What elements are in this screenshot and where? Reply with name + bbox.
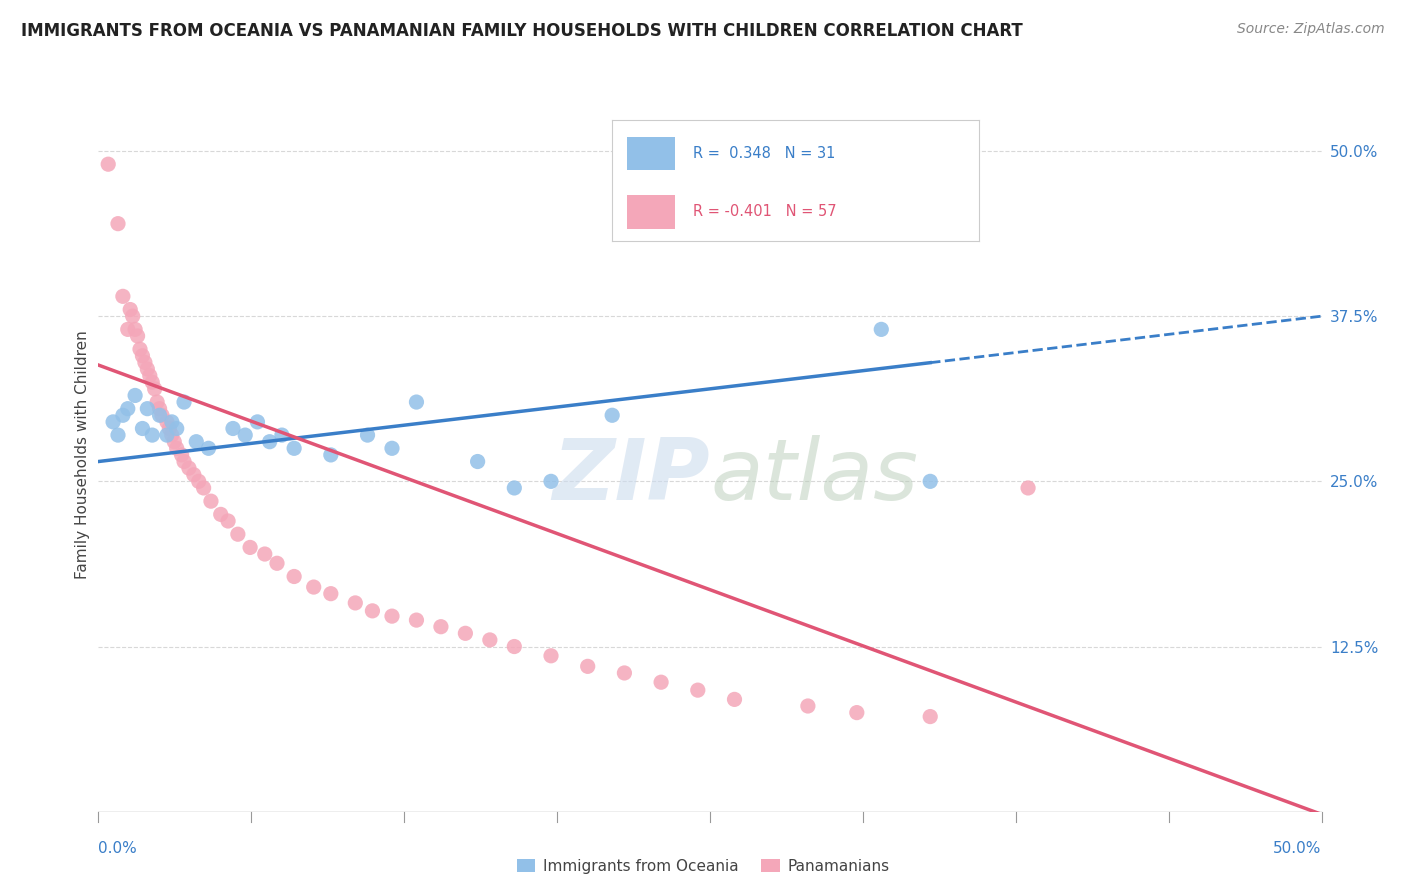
- Point: [270, 428, 294, 442]
- Text: IMMIGRANTS FROM OCEANIA VS PANAMANIAN FAMILY HOUSEHOLDS WITH CHILDREN CORRELATIO: IMMIGRANTS FROM OCEANIA VS PANAMANIAN FA…: [21, 22, 1022, 40]
- Legend: Immigrants from Oceania, Panamanians: Immigrants from Oceania, Panamanians: [510, 853, 896, 880]
- Point: [797, 698, 820, 713]
- Point: [101, 415, 124, 429]
- Point: [686, 683, 709, 698]
- Point: [405, 395, 427, 409]
- Point: [283, 442, 305, 456]
- Point: [381, 442, 404, 456]
- Point: [124, 388, 146, 402]
- Point: [239, 541, 262, 555]
- Point: [222, 421, 245, 435]
- Point: [146, 395, 169, 409]
- Point: [173, 395, 195, 409]
- Point: [405, 613, 427, 627]
- Point: [141, 428, 163, 442]
- Point: [136, 401, 159, 416]
- Point: [845, 706, 868, 720]
- Point: [319, 448, 342, 462]
- Point: [166, 421, 188, 435]
- Point: [186, 434, 208, 449]
- Point: [920, 475, 942, 489]
- Point: [131, 349, 153, 363]
- Point: [150, 409, 173, 423]
- Point: [177, 461, 200, 475]
- Point: [107, 217, 129, 231]
- Point: [540, 475, 562, 489]
- Point: [467, 454, 489, 468]
- Point: [302, 580, 325, 594]
- Text: Source: ZipAtlas.com: Source: ZipAtlas.com: [1237, 22, 1385, 37]
- Point: [173, 454, 195, 468]
- Point: [650, 675, 672, 690]
- Point: [157, 421, 180, 435]
- Point: [117, 322, 139, 336]
- Point: [187, 475, 209, 489]
- Point: [124, 322, 146, 336]
- Point: [166, 442, 188, 456]
- Point: [197, 442, 219, 456]
- Y-axis label: Family Households with Children: Family Households with Children: [75, 331, 90, 579]
- Point: [143, 382, 166, 396]
- Point: [183, 467, 205, 482]
- Point: [156, 415, 179, 429]
- Point: [111, 409, 134, 423]
- Point: [136, 362, 159, 376]
- Point: [107, 428, 129, 442]
- Point: [120, 302, 142, 317]
- Point: [478, 632, 501, 647]
- Point: [141, 376, 163, 390]
- Point: [170, 448, 193, 462]
- Point: [233, 428, 256, 442]
- Point: [160, 415, 183, 429]
- Point: [156, 428, 179, 442]
- Point: [600, 409, 623, 423]
- Point: [613, 665, 636, 680]
- Point: [266, 556, 288, 570]
- Point: [259, 434, 281, 449]
- Point: [134, 355, 156, 369]
- Text: atlas: atlas: [710, 434, 918, 518]
- Point: [356, 428, 378, 442]
- Text: 50.0%: 50.0%: [1274, 841, 1322, 855]
- Point: [97, 157, 120, 171]
- Point: [723, 692, 745, 706]
- Point: [430, 620, 453, 634]
- Point: [117, 401, 139, 416]
- Point: [576, 659, 599, 673]
- Point: [149, 401, 172, 416]
- Point: [163, 434, 186, 449]
- Point: [540, 648, 562, 663]
- Point: [121, 309, 143, 323]
- Point: [503, 640, 526, 654]
- Point: [344, 596, 367, 610]
- Point: [1017, 481, 1039, 495]
- Point: [319, 587, 342, 601]
- Point: [283, 569, 305, 583]
- Point: [200, 494, 222, 508]
- Point: [193, 481, 215, 495]
- Point: [920, 709, 942, 723]
- Point: [139, 368, 162, 383]
- Point: [253, 547, 276, 561]
- Point: [111, 289, 134, 303]
- Point: [129, 342, 152, 356]
- Point: [503, 481, 526, 495]
- Point: [361, 604, 384, 618]
- Point: [226, 527, 249, 541]
- Point: [209, 508, 232, 522]
- Text: 0.0%: 0.0%: [98, 841, 138, 855]
- Point: [870, 322, 893, 336]
- Point: [217, 514, 239, 528]
- Point: [149, 409, 172, 423]
- Point: [127, 329, 149, 343]
- Point: [246, 415, 269, 429]
- Point: [131, 421, 153, 435]
- Point: [160, 428, 183, 442]
- Point: [454, 626, 477, 640]
- Point: [381, 609, 404, 624]
- Text: ZIP: ZIP: [553, 434, 710, 518]
